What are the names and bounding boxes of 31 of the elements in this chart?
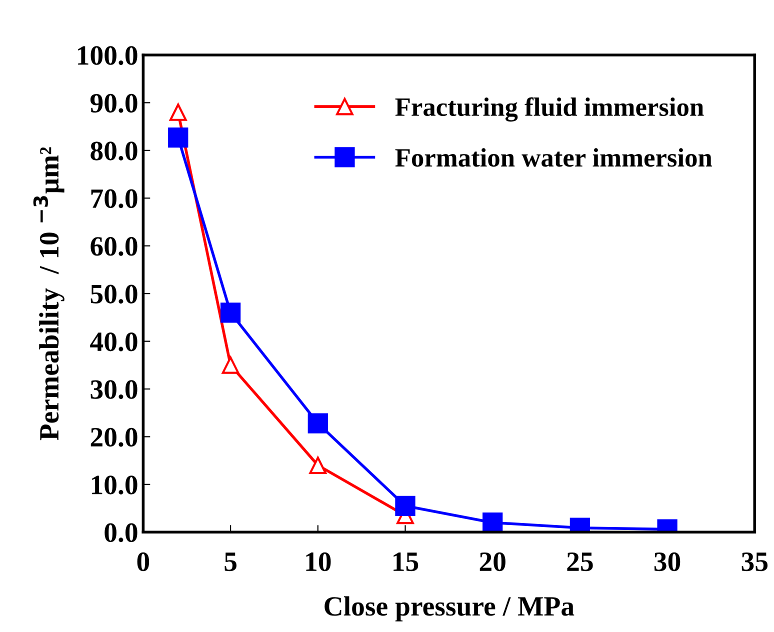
y-axis-title: Permeability / 10 $^{−3}$μm² — [33, 147, 64, 440]
x-tick-label: 20 — [480, 552, 506, 572]
x-tick-label: 30 — [654, 552, 680, 572]
y-tick-label: 80.0 — [90, 142, 138, 160]
y-tick-label: 90.0 — [90, 94, 138, 113]
x-tick-label: 35 — [742, 552, 768, 572]
y-tick-label: 100.0 — [78, 46, 138, 66]
point — [482, 512, 503, 532]
y-tick-label: 40.0 — [90, 332, 138, 352]
x-tick-label: 15 — [394, 552, 418, 572]
x-tick-label: 5 — [224, 552, 236, 572]
x-tick-label: 0 — [137, 552, 150, 572]
y-tick-label: 30.0 — [90, 380, 138, 400]
legend-label: Formation water immersion — [395, 148, 712, 167]
point — [169, 104, 187, 121]
point — [222, 356, 240, 374]
y-tick-label: 20.0 — [90, 428, 138, 447]
x-axis-title: Close pressure / MPa — [324, 596, 574, 622]
legend-label: Fracturing fluid immersion — [395, 97, 704, 122]
y-tick-label: 70.0 — [91, 189, 138, 208]
y-tick-label: 60.0 — [90, 237, 138, 256]
y-tick-label: 0.0 — [104, 523, 138, 542]
point — [309, 456, 327, 474]
point — [220, 302, 241, 323]
point — [308, 413, 328, 434]
y-tick-label: 10.0 — [92, 476, 138, 494]
point — [168, 127, 188, 148]
x-tick-label: 10 — [306, 552, 331, 572]
y-tick-label: 50.0 — [90, 284, 138, 304]
x-tick-label: 25 — [567, 552, 593, 572]
point — [395, 496, 416, 516]
